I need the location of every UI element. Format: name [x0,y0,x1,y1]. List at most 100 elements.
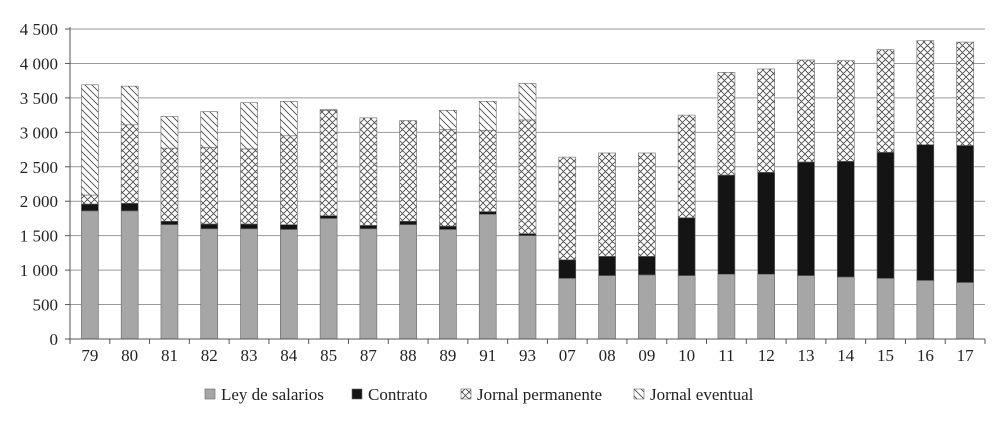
bar-contrato-15 [876,152,895,279]
legend-label: Jornal eventual [650,385,754,404]
bar-jornal-permanente-13 [797,59,815,163]
bar-contrato-91 [478,211,497,215]
bar-jornal-permanente-10 [677,114,696,219]
bar-ley-de-salarios-88 [399,224,417,340]
bar-ley-de-salarios-87 [359,228,378,340]
bar-contrato-81 [160,220,179,225]
bar-ley-de-salarios-10 [677,275,696,340]
y-tick-label: 3 000 [20,123,58,142]
bar-ley-de-salarios-84 [279,229,298,340]
bar-ley-de-salarios-85 [319,218,338,340]
bar-jornal-eventual-79 [81,84,99,196]
axes [69,27,985,340]
bar-contrato-08 [598,256,616,276]
x-tick-label: 10 [678,346,695,365]
bar-ley-de-salarios-91 [478,214,497,340]
bar-jornal-permanente-82 [200,147,219,225]
bar-jornal-permanente-80 [120,124,139,204]
x-tick-label: 17 [957,346,975,365]
bar-contrato-83 [240,223,258,230]
y-tick-label: 2 000 [20,192,58,211]
bar-jornal-permanente-89 [439,129,457,227]
bar-ley-de-salarios-82 [200,228,219,340]
y-tick-label: 4 500 [20,20,58,39]
y-tick-label: 500 [33,296,59,315]
y-tick-label: 0 [50,330,59,349]
x-tick-label: 93 [519,346,536,365]
x-tick-label: 11 [718,346,734,365]
x-tick-label: 12 [758,346,775,365]
bar-contrato-93 [518,233,537,236]
bar-jornal-eventual-83 [240,102,258,150]
bar-jornal-permanente-93 [518,119,537,234]
bar-ley-de-salarios-12 [757,273,776,340]
bar-jornal-permanente-17 [956,41,974,146]
bar-jornal-permanente-09 [638,152,656,257]
bar-contrato-17 [956,145,974,283]
legend-swatch-jornal-eventual [633,388,645,400]
bar-jornal-permanente-83 [240,148,258,225]
bar-jornal-permanente-91 [478,129,497,212]
bar-ley-de-salarios-09 [638,274,656,340]
x-tick-label: 82 [201,346,218,365]
bar-jornal-permanente-79 [81,194,99,205]
bar-ley-de-salarios-93 [518,235,537,340]
x-tick-label: 80 [121,346,138,365]
bar-contrato-85 [319,215,338,219]
bar-jornal-eventual-93 [518,83,537,121]
bar-jornal-eventual-85 [319,109,338,111]
x-tick-label: 15 [877,346,894,365]
bar-contrato-87 [359,225,378,230]
x-tick-label: 91 [479,346,496,365]
x-tick-label: 08 [599,346,616,365]
bar-jornal-permanente-16 [916,40,935,146]
bar-ley-de-salarios-89 [439,229,457,340]
bar-contrato-89 [439,225,457,230]
bar-jornal-permanente-15 [876,49,895,153]
bar-contrato-84 [279,224,298,230]
legend-label: Ley de salarios [221,385,324,404]
bar-jornal-permanente-87 [359,117,378,226]
bar-jornal-eventual-89 [439,109,457,130]
bar-ley-de-salarios-16 [916,280,935,340]
bar-ley-de-salarios-79 [81,210,99,340]
bar-ley-de-salarios-15 [876,278,895,340]
x-axis-tick-labels: 79 80 81 82 83 84 85 87 88 89 91 93 07 08 09 10 11 12 13 14… [69,339,986,365]
bar-jornal-permanente-08 [598,152,616,257]
bar-contrato-13 [797,161,815,276]
x-tick-label: 09 [638,346,655,365]
x-tick-label: 89 [439,346,456,365]
bar-jornal-eventual-84 [279,101,298,137]
y-axis-tick-labels: 0 500 1 000 1 500 2 000 2 500 3 000 3 500 4 000 4… [20,20,70,349]
legend-label: Jornal permanente [477,385,602,404]
bar-jornal-permanente-07 [558,156,577,261]
bar-contrato-09 [638,256,656,276]
x-tick-label: 83 [241,346,258,365]
bar-contrato-88 [399,220,417,225]
bar-ley-de-salarios-13 [797,275,815,340]
bar-ley-de-salarios-08 [598,275,616,340]
y-tick-label: 1 000 [20,261,58,280]
bar-jornal-permanente-84 [279,135,298,225]
bar-jornal-permanente-88 [399,120,417,222]
bar-contrato-12 [757,171,776,275]
bar-ley-de-salarios-07 [558,278,577,340]
x-tick-label: 87 [360,346,378,365]
bar-jornal-permanente-81 [160,147,179,222]
bar-jornal-eventual-81 [160,116,179,149]
bar-contrato-82 [200,223,219,230]
bars [81,40,974,340]
y-tick-label: 3 500 [20,89,58,108]
bar-jornal-permanente-12 [757,68,776,173]
x-tick-label: 07 [559,346,577,365]
legend-swatch-ley-de-salarios [204,388,216,400]
x-tick-label: 88 [400,346,417,365]
bar-ley-de-salarios-17 [956,282,974,340]
x-tick-label: 16 [917,346,934,365]
bar-ley-de-salarios-80 [120,210,139,340]
bar-jornal-eventual-82 [200,111,219,148]
x-tick-label: 13 [797,346,814,365]
x-tick-label: 79 [81,346,98,365]
